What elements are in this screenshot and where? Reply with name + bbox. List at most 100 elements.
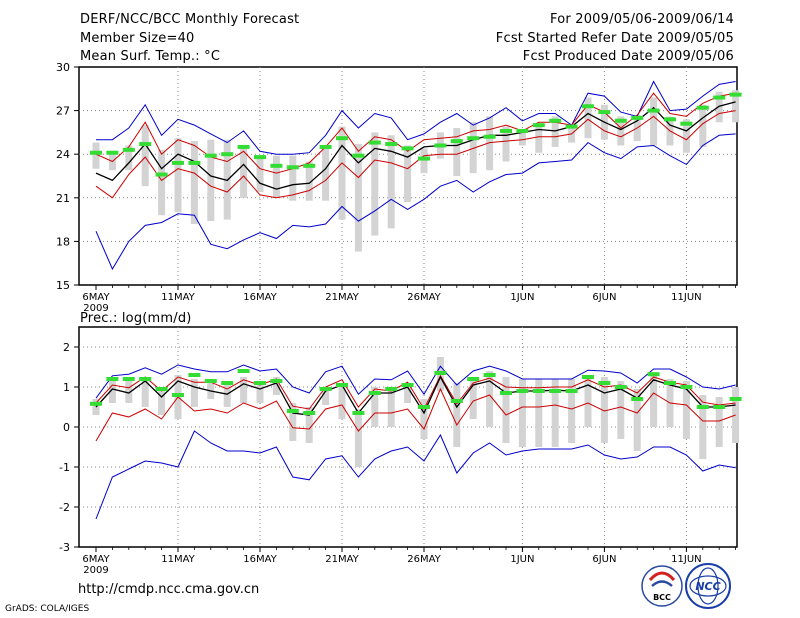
ensemble-box <box>715 397 723 447</box>
ensemble-box <box>371 132 379 236</box>
ensemble-box <box>486 371 494 427</box>
ensemble-box <box>354 409 362 467</box>
ensemble-box <box>371 387 379 427</box>
ensemble-box <box>453 383 461 447</box>
ensemble-box <box>551 116 559 147</box>
ensemble-box <box>617 116 625 146</box>
median-marker <box>549 118 562 123</box>
ensemble-box <box>108 151 116 171</box>
median-marker <box>155 387 168 391</box>
median-marker <box>303 411 316 415</box>
ensemble-box <box>289 403 297 441</box>
median-marker <box>565 124 578 129</box>
ensemble-box <box>650 373 658 427</box>
fcst-start-date: Fcst Started Refer Date 2009/05/05 <box>495 31 734 46</box>
source-url[interactable]: http://cmdp.ncc.cma.gov.cn <box>78 582 260 597</box>
median-marker <box>582 375 594 379</box>
x-tick-label: 11JUN <box>671 292 701 303</box>
ensemble-box <box>354 144 362 252</box>
variable-label: Mean Surf. Temp.: °C <box>80 49 221 64</box>
median-marker <box>647 372 660 377</box>
x-tick-label: 1JUN <box>510 292 534 303</box>
x-tick-label: 11JUN <box>671 554 701 565</box>
ensemble-box <box>125 145 133 171</box>
median-marker <box>352 153 365 158</box>
ensemble-box <box>650 97 658 146</box>
median-marker <box>352 411 365 415</box>
ensemble-box <box>633 389 641 451</box>
y-tick-label: 15 <box>56 279 70 292</box>
y-tick-label: 1 <box>63 381 70 394</box>
ensemble-box <box>486 116 494 171</box>
ensemble-box <box>387 135 395 229</box>
median-marker <box>385 142 398 147</box>
median-marker <box>155 172 168 177</box>
median-marker <box>237 144 250 149</box>
median-marker <box>516 389 529 393</box>
ensemble-box <box>305 161 313 201</box>
ensemble-box <box>240 145 248 198</box>
mean-series-line <box>95 101 736 190</box>
median-marker <box>188 160 201 165</box>
median-marker <box>122 147 135 152</box>
median-marker <box>647 108 660 113</box>
median-marker <box>713 95 726 100</box>
x-tick-label: 6MAY <box>82 554 110 565</box>
ensemble-box <box>141 377 149 407</box>
lower-series-line <box>95 110 736 199</box>
median-marker <box>516 128 529 133</box>
upper-series-line <box>95 92 736 174</box>
median-marker <box>204 153 217 158</box>
ensemble-box <box>568 379 576 443</box>
median-marker <box>106 150 119 155</box>
ensemble-box <box>240 377 248 403</box>
median-marker <box>401 146 414 151</box>
ensemble-box <box>256 155 264 192</box>
median-marker <box>303 163 316 168</box>
chart-title: DERF/NCC/BCC Monthly Forecast <box>80 12 300 27</box>
member-size-label: Member Size=40 <box>80 31 195 46</box>
median-marker <box>614 385 627 389</box>
median-marker <box>614 118 627 123</box>
ensemble-box <box>190 141 198 224</box>
y-tick-label: -2 <box>59 501 70 514</box>
x-tick-label: 6MAY <box>82 292 110 303</box>
min-series-line <box>95 430 736 520</box>
x-tick-label: 16MAY <box>243 554 277 565</box>
ensemble-box <box>158 149 166 216</box>
median-marker <box>483 134 496 139</box>
y-tick-label: -1 <box>59 461 70 474</box>
x-tick-label: 11MAY <box>161 292 195 303</box>
median-marker <box>139 377 152 381</box>
x-tick-label: 6JUN <box>592 554 616 565</box>
ensemble-box <box>568 126 576 143</box>
forecast-period: For 2009/05/06-2009/06/14 <box>550 12 734 27</box>
ensemble-box <box>453 128 461 176</box>
y-tick-label: 2 <box>63 341 70 354</box>
median-marker <box>336 383 348 387</box>
min-series-line <box>95 133 736 271</box>
ensemble-box <box>420 148 428 174</box>
median-marker <box>286 409 299 413</box>
median-marker <box>664 381 676 385</box>
median-marker <box>418 405 430 409</box>
median-marker <box>336 136 348 141</box>
median-marker <box>434 371 447 375</box>
max-series-line <box>96 80 736 155</box>
y-tick-label: 0 <box>63 421 70 434</box>
ensemble-box <box>322 387 330 405</box>
median-marker <box>500 128 512 133</box>
median-marker <box>401 383 414 387</box>
ensemble-box <box>207 139 215 222</box>
x-tick-label: 26MAY <box>407 554 441 565</box>
median-marker <box>680 121 693 126</box>
mean-series-line <box>95 375 736 416</box>
y-tick-label: 24 <box>56 148 70 161</box>
median-marker <box>582 104 594 109</box>
median-marker <box>270 379 283 383</box>
precip-panel-title: Prec.: log(mm/d) <box>80 311 192 326</box>
median-marker <box>139 142 152 147</box>
median-marker <box>500 391 512 395</box>
ensemble-box <box>322 145 330 201</box>
median-marker <box>254 381 266 385</box>
